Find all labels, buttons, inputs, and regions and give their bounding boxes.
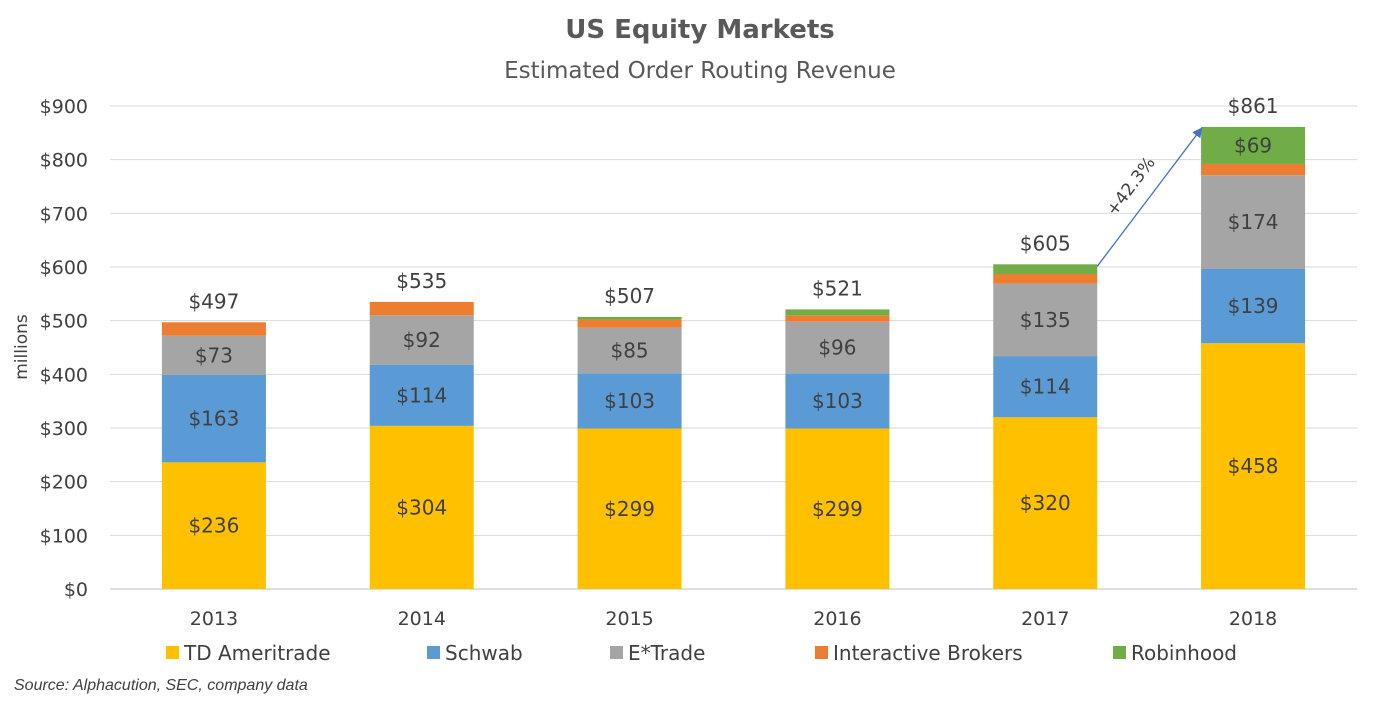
- x-tick-label: 2016: [813, 608, 861, 630]
- segment-label: $299: [812, 497, 863, 521]
- legend-label: Interactive Brokers: [833, 641, 1023, 665]
- bar-segment: [785, 309, 890, 316]
- y-tick-label: $300: [40, 418, 88, 440]
- bar-segment: [577, 319, 682, 328]
- legend-swatch: [815, 646, 828, 659]
- bars: [161, 126, 1306, 589]
- total-label: $861: [1228, 94, 1279, 118]
- bar-segment: [785, 373, 890, 429]
- growth-annotation: +42.3%: [1096, 127, 1203, 267]
- x-tick-label: 2015: [605, 608, 653, 630]
- y-axis-label: millions: [12, 314, 32, 380]
- segment-label: $103: [604, 389, 655, 413]
- legend-label: E*Trade: [628, 641, 705, 665]
- legend-swatch: [166, 646, 179, 659]
- bar-segment: [993, 356, 1098, 418]
- y-tick-label: $900: [40, 96, 88, 118]
- segment-label: $114: [1020, 375, 1071, 399]
- bar-segment: [369, 301, 474, 316]
- bar-segment: [1201, 175, 1306, 269]
- segment-label: $114: [396, 383, 447, 407]
- bar-segment: [1201, 343, 1306, 589]
- y-tick-label: $400: [40, 364, 88, 386]
- segment-label: $320: [1020, 491, 1071, 515]
- chart-subtitle: Estimated Order Routing Revenue: [504, 58, 896, 84]
- legend-swatch: [1113, 646, 1126, 659]
- segment-label: $103: [812, 389, 863, 413]
- y-tick-label: $100: [40, 525, 88, 547]
- segment-label: $236: [188, 514, 239, 538]
- legend-label: Schwab: [445, 641, 523, 665]
- bar-segment: [785, 428, 890, 589]
- x-tick-label: 2018: [1229, 608, 1277, 630]
- segment-label: $139: [1228, 294, 1279, 318]
- legend-label: Robinhood: [1131, 641, 1237, 665]
- y-tick-label: $200: [40, 472, 88, 494]
- total-label: $507: [604, 284, 655, 308]
- y-tick-label: $500: [40, 311, 88, 333]
- bar-segment: [161, 335, 266, 375]
- y-tick-label: $0: [64, 579, 88, 601]
- x-axis-ticks: 2013 2014 2015 2016 2017 2018: [190, 608, 1278, 630]
- y-tick-label: $700: [40, 203, 88, 225]
- bar-segment: [161, 462, 266, 589]
- bar-segment: [577, 373, 682, 429]
- bar-segment: [1201, 268, 1306, 344]
- bar-segment: [577, 428, 682, 589]
- segment-label: $163: [188, 407, 239, 431]
- bar-segment: [785, 321, 890, 374]
- y-tick-label: $600: [40, 257, 88, 279]
- segment-label: $458: [1228, 454, 1279, 478]
- total-labels: $497 $535 $507 $521 $605 $861: [188, 94, 1278, 313]
- legend-swatch: [610, 646, 623, 659]
- bar-segment: [161, 374, 266, 463]
- total-label: $605: [1020, 231, 1071, 255]
- bar-segment: [161, 322, 266, 336]
- segment-label: $174: [1228, 210, 1279, 234]
- bar-segment: [369, 364, 474, 426]
- bar-segment: [1201, 163, 1306, 176]
- bar-segment: [993, 283, 1098, 357]
- segment-label: $135: [1020, 308, 1071, 332]
- legend-swatch: [427, 646, 440, 659]
- total-label: $535: [396, 269, 447, 293]
- chart-title: US Equity Markets: [565, 15, 834, 45]
- y-tick-label: $800: [40, 150, 88, 172]
- growth-arrow: [1096, 127, 1203, 267]
- bar-segment: [577, 316, 682, 320]
- bar-segment: [1201, 126, 1306, 164]
- x-tick-label: 2014: [398, 608, 446, 630]
- x-tick-label: 2017: [1021, 608, 1069, 630]
- bar-segment: [369, 425, 474, 589]
- segment-label: $92: [403, 328, 441, 352]
- bar-segment: [369, 315, 474, 365]
- total-label: $521: [812, 276, 863, 300]
- bar-segment: [993, 417, 1098, 589]
- gridlines: [110, 105, 1357, 590]
- total-label: $497: [188, 289, 239, 313]
- bar-segment: [993, 273, 1098, 284]
- source-note: Source: Alphacution, SEC, company data: [14, 677, 308, 694]
- segment-label: $299: [604, 497, 655, 521]
- segment-labels: $236 $163 $73 $304 $114 $92 $299 $103 $85 $299 $10…: [188, 133, 1278, 537]
- legend-label: TD Ameritrade: [183, 641, 331, 665]
- segment-label: $69: [1234, 133, 1272, 157]
- bar-segment: [577, 327, 682, 374]
- bar-segment: [993, 264, 1098, 274]
- segment-label: $73: [195, 343, 233, 367]
- growth-label: +42.3%: [1103, 153, 1160, 220]
- legend: TD Ameritrade Schwab E*Trade Interactive Br…: [166, 641, 1237, 665]
- segment-label: $304: [396, 495, 447, 519]
- segment-label: $85: [610, 338, 648, 362]
- y-axis-ticks: $0 $100 $200 $300 $400 $500 $600 $700 $800 $900: [40, 96, 88, 601]
- bar-segment: [785, 315, 890, 322]
- segment-label: $96: [818, 336, 856, 360]
- x-tick-label: 2013: [190, 608, 238, 630]
